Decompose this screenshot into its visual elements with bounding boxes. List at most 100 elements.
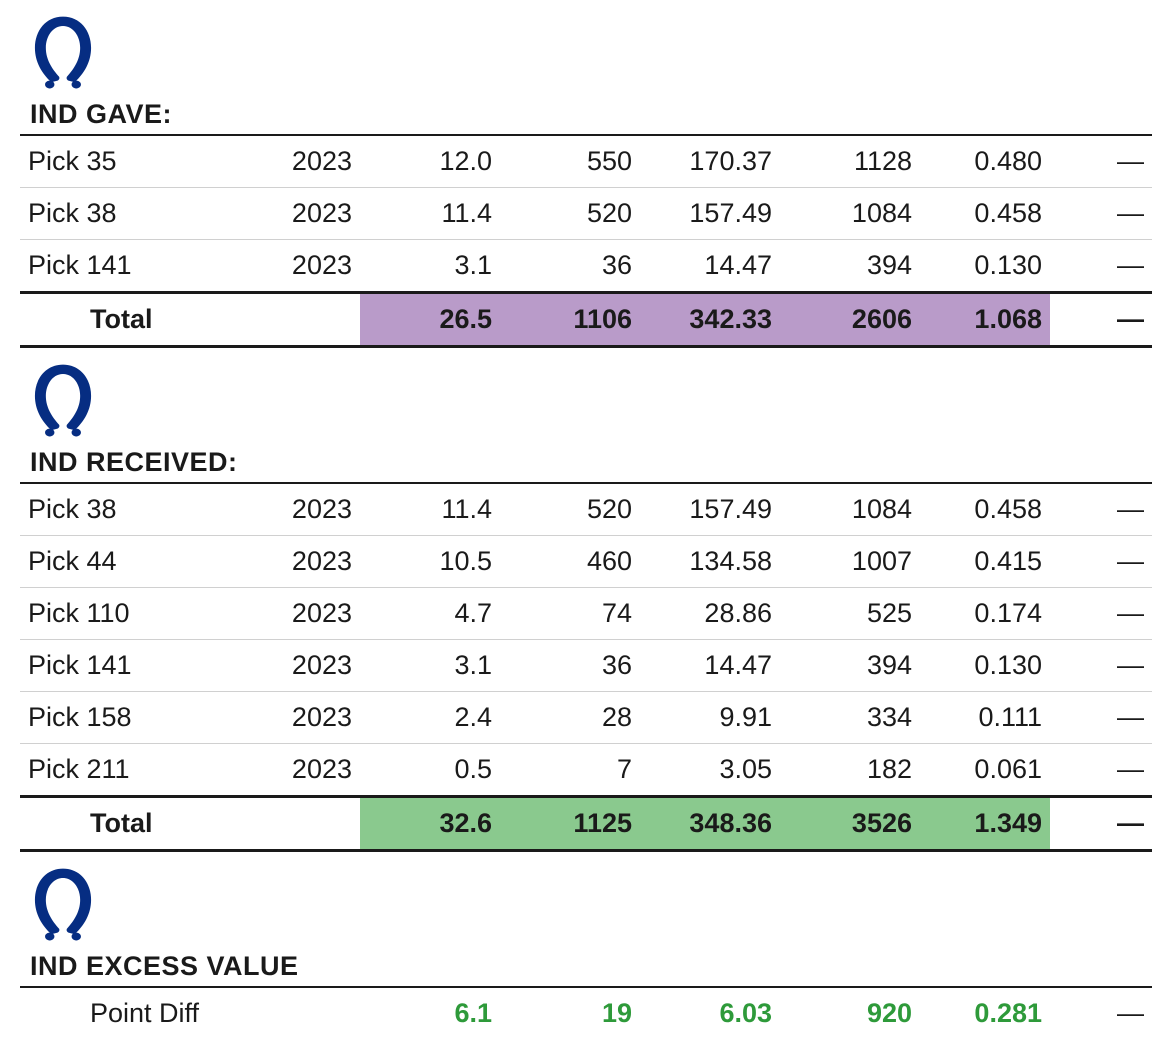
v3-cell: 14.47 bbox=[640, 640, 780, 692]
excess-title: IND EXCESS VALUE bbox=[30, 951, 299, 982]
v2-cell: 28 bbox=[500, 692, 640, 744]
point-diff-row: Point Diff 6.1 19 6.03 920 0.281 — bbox=[20, 987, 1152, 1039]
v4-cell: 525 bbox=[780, 588, 920, 640]
pick-cell: Pick 211 bbox=[20, 744, 230, 797]
dash-cell: — bbox=[1050, 692, 1152, 744]
colts-horseshoe-icon bbox=[20, 356, 105, 441]
v1-cell: 4.7 bbox=[360, 588, 500, 640]
v4-cell: 1084 bbox=[780, 188, 920, 240]
table-row: Pick 38202311.4520157.4910840.458— bbox=[20, 483, 1152, 536]
v5-cell: 0.111 bbox=[920, 692, 1050, 744]
total-v2: 1125 bbox=[500, 797, 640, 851]
received-table: Pick 38202311.4520157.4910840.458—Pick 4… bbox=[20, 482, 1152, 852]
total-v2: 1106 bbox=[500, 293, 640, 347]
total-v1: 26.5 bbox=[360, 293, 500, 347]
v2-cell: 36 bbox=[500, 240, 640, 293]
v5-cell: 0.415 bbox=[920, 536, 1050, 588]
diff-v2: 19 bbox=[500, 987, 640, 1039]
total-v4: 2606 bbox=[780, 293, 920, 347]
v4-cell: 1128 bbox=[780, 135, 920, 188]
v5-cell: 0.458 bbox=[920, 483, 1050, 536]
table-row: Pick 44202310.5460134.5810070.415— bbox=[20, 536, 1152, 588]
v2-cell: 74 bbox=[500, 588, 640, 640]
received-total-row: Total 32.6 1125 348.36 3526 1.349 — bbox=[20, 797, 1152, 851]
diff-label: Point Diff bbox=[20, 987, 230, 1039]
year-cell: 2023 bbox=[230, 536, 360, 588]
v4-cell: 394 bbox=[780, 640, 920, 692]
table-row: Pick 15820232.4289.913340.111— bbox=[20, 692, 1152, 744]
received-title: IND RECEIVED: bbox=[30, 447, 238, 478]
table-row: Pick 21120230.573.051820.061— bbox=[20, 744, 1152, 797]
v3-cell: 157.49 bbox=[640, 483, 780, 536]
pick-cell: Pick 38 bbox=[20, 188, 230, 240]
v3-cell: 157.49 bbox=[640, 188, 780, 240]
total-v1: 32.6 bbox=[360, 797, 500, 851]
gave-header: IND GAVE: bbox=[20, 0, 1152, 134]
v1-cell: 2.4 bbox=[360, 692, 500, 744]
v1-cell: 3.1 bbox=[360, 240, 500, 293]
v3-cell: 134.58 bbox=[640, 536, 780, 588]
dash-cell: — bbox=[1050, 640, 1152, 692]
v1-cell: 11.4 bbox=[360, 483, 500, 536]
total-v4: 3526 bbox=[780, 797, 920, 851]
v4-cell: 1084 bbox=[780, 483, 920, 536]
total-dash: — bbox=[1050, 797, 1152, 851]
diff-dash: — bbox=[1050, 987, 1152, 1039]
v1-cell: 12.0 bbox=[360, 135, 500, 188]
v4-cell: 394 bbox=[780, 240, 920, 293]
excess-section: IND EXCESS VALUE Point Diff 6.1 19 6.03 … bbox=[0, 852, 1172, 1039]
year-cell: 2023 bbox=[230, 240, 360, 293]
dash-cell: — bbox=[1050, 744, 1152, 797]
v2-cell: 520 bbox=[500, 188, 640, 240]
v2-cell: 550 bbox=[500, 135, 640, 188]
pick-cell: Pick 141 bbox=[20, 640, 230, 692]
dash-cell: — bbox=[1050, 588, 1152, 640]
table-row: Pick 35202312.0550170.3711280.480— bbox=[20, 135, 1152, 188]
v1-cell: 10.5 bbox=[360, 536, 500, 588]
gave-total-row: Total 26.5 1106 342.33 2606 1.068 — bbox=[20, 293, 1152, 347]
v5-cell: 0.174 bbox=[920, 588, 1050, 640]
total-label: Total bbox=[20, 797, 230, 851]
total-v3: 348.36 bbox=[640, 797, 780, 851]
v4-cell: 182 bbox=[780, 744, 920, 797]
year-cell: 2023 bbox=[230, 483, 360, 536]
dash-cell: — bbox=[1050, 188, 1152, 240]
v1-cell: 0.5 bbox=[360, 744, 500, 797]
v1-cell: 3.1 bbox=[360, 640, 500, 692]
year-cell: 2023 bbox=[230, 744, 360, 797]
colts-horseshoe-icon bbox=[20, 8, 105, 93]
v4-cell: 1007 bbox=[780, 536, 920, 588]
v3-cell: 170.37 bbox=[640, 135, 780, 188]
total-v3: 342.33 bbox=[640, 293, 780, 347]
v3-cell: 28.86 bbox=[640, 588, 780, 640]
v1-cell: 11.4 bbox=[360, 188, 500, 240]
total-v5: 1.349 bbox=[920, 797, 1050, 851]
v5-cell: 0.480 bbox=[920, 135, 1050, 188]
v3-cell: 9.91 bbox=[640, 692, 780, 744]
v5-cell: 0.130 bbox=[920, 640, 1050, 692]
dash-cell: — bbox=[1050, 135, 1152, 188]
diff-v1: 6.1 bbox=[360, 987, 500, 1039]
diff-v3: 6.03 bbox=[640, 987, 780, 1039]
gave-section: IND GAVE: Pick 35202312.0550170.3711280.… bbox=[0, 0, 1172, 348]
v2-cell: 7 bbox=[500, 744, 640, 797]
v5-cell: 0.458 bbox=[920, 188, 1050, 240]
v2-cell: 520 bbox=[500, 483, 640, 536]
year-cell: 2023 bbox=[230, 588, 360, 640]
v5-cell: 0.061 bbox=[920, 744, 1050, 797]
excess-header: IND EXCESS VALUE bbox=[20, 852, 1152, 986]
gave-title: IND GAVE: bbox=[30, 99, 172, 130]
gave-table: Pick 35202312.0550170.3711280.480—Pick 3… bbox=[20, 134, 1152, 348]
v4-cell: 334 bbox=[780, 692, 920, 744]
received-section: IND RECEIVED: Pick 38202311.4520157.4910… bbox=[0, 348, 1172, 852]
table-row: Pick 38202311.4520157.4910840.458— bbox=[20, 188, 1152, 240]
v2-cell: 460 bbox=[500, 536, 640, 588]
dash-cell: — bbox=[1050, 240, 1152, 293]
v5-cell: 0.130 bbox=[920, 240, 1050, 293]
pick-cell: Pick 35 bbox=[20, 135, 230, 188]
v3-cell: 3.05 bbox=[640, 744, 780, 797]
pick-cell: Pick 158 bbox=[20, 692, 230, 744]
v3-cell: 14.47 bbox=[640, 240, 780, 293]
year-cell: 2023 bbox=[230, 692, 360, 744]
year-cell: 2023 bbox=[230, 188, 360, 240]
